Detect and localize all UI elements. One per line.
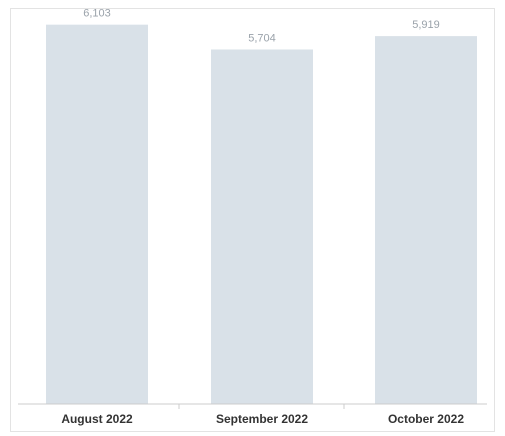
category-label: October 2022 <box>388 412 464 426</box>
bar-september-2022 <box>211 49 313 405</box>
x-ticks-group <box>178 404 345 409</box>
value-label: 6,103 <box>83 8 111 20</box>
bar-august-2022 <box>46 24 148 404</box>
bars-group <box>46 24 477 405</box>
category-label: September 2022 <box>216 412 308 426</box>
value-label: 5,919 <box>412 19 440 31</box>
bar-october-2022 <box>375 36 477 404</box>
category-labels-group: August 2022 September 2022 October 2022 <box>61 412 464 426</box>
category-label: August 2022 <box>61 412 133 426</box>
value-label: 5,704 <box>248 32 276 44</box>
value-labels-group: 6,103 5,704 5,919 <box>83 8 440 45</box>
